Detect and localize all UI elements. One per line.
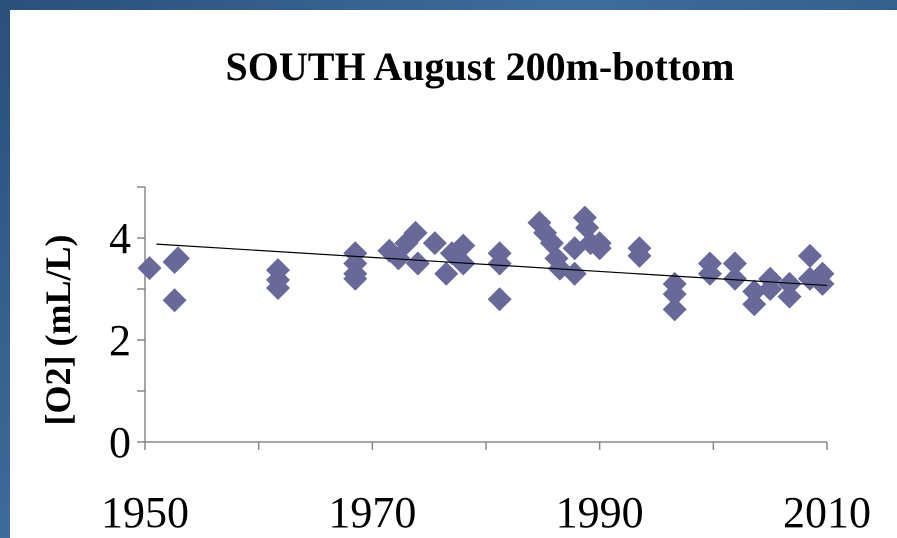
y-axis-label: [O2] (mL/L) — [38, 235, 78, 426]
chart: SOUTH August 200m-bottom [O2] (mL/L) 0 2 4… — [0, 0, 897, 538]
x-tick-label: 1970 — [328, 488, 416, 537]
y-tick-label: 4 — [109, 214, 131, 263]
y-tick-label: 2 — [109, 316, 131, 365]
x-tick-label: 1990 — [556, 488, 644, 537]
page: SOUTH August 200m-bottom [O2] (mL/L) 0 2 4… — [0, 0, 897, 538]
x-tick-label: 1950 — [101, 488, 189, 537]
y-tick-label: 0 — [109, 418, 131, 467]
chart-title: SOUTH August 200m-bottom — [226, 44, 735, 89]
x-tick-label: 2010 — [783, 488, 871, 537]
